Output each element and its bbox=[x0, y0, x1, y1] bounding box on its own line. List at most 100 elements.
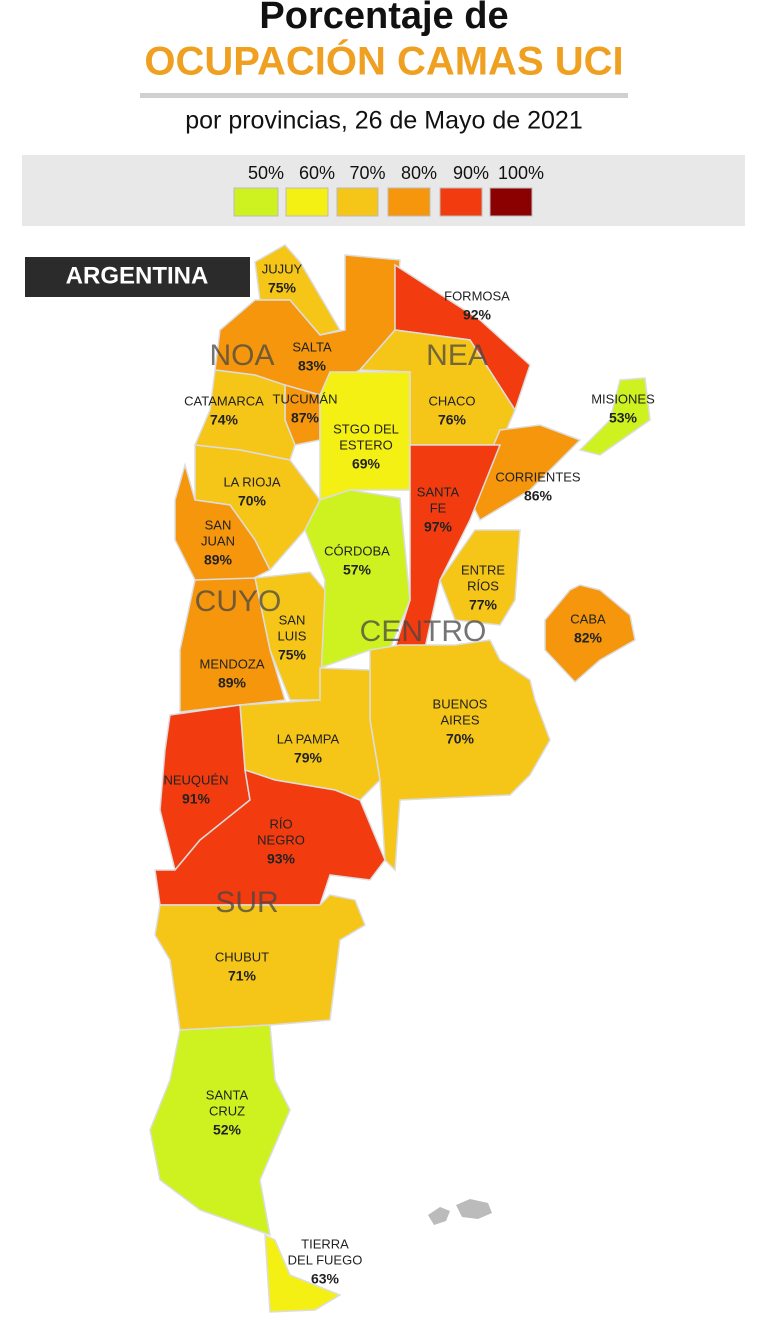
legend-swatch bbox=[489, 187, 533, 217]
country-box bbox=[25, 257, 250, 297]
province-name: CATAMARCA bbox=[184, 393, 264, 408]
province bbox=[578, 377, 651, 456]
province-name: SAN bbox=[279, 612, 306, 627]
province-value: 69% bbox=[352, 456, 381, 472]
province-value: 70% bbox=[446, 731, 475, 747]
province-value: 53% bbox=[609, 410, 638, 426]
region-label: CENTRO bbox=[360, 615, 487, 648]
region-labels: NOA NEA CUYO CENTRO SUR bbox=[195, 339, 488, 919]
legend-box bbox=[22, 155, 745, 226]
country-label: ARGENTINA bbox=[66, 262, 209, 289]
province-name: MISIONES bbox=[591, 391, 655, 406]
province-value: 63% bbox=[311, 1271, 340, 1287]
province bbox=[439, 529, 521, 626]
province-name: SANTA bbox=[417, 484, 460, 499]
province-value: 74% bbox=[210, 412, 239, 428]
legend-label: 100% bbox=[498, 163, 544, 183]
region-label: NEA bbox=[426, 339, 488, 372]
province-value: 75% bbox=[278, 647, 307, 663]
province-name: NEGRO bbox=[257, 832, 305, 847]
province-name: STGO DEL bbox=[333, 421, 399, 436]
province-name: NEUQUÉN bbox=[163, 772, 228, 787]
province-value: 89% bbox=[218, 675, 247, 691]
province bbox=[264, 1233, 342, 1313]
province-value: 79% bbox=[294, 750, 323, 766]
province-name: LUIS bbox=[278, 628, 307, 643]
province-name: RÍO bbox=[269, 816, 292, 831]
province-value: 92% bbox=[463, 307, 492, 323]
province-name: SALTA bbox=[292, 339, 332, 354]
legend-label: 90% bbox=[453, 163, 489, 183]
province-name: LA RIOJA bbox=[223, 474, 280, 489]
province-value: 52% bbox=[213, 1122, 242, 1138]
province-name: BUENOS bbox=[433, 696, 488, 711]
province-value: 82% bbox=[574, 630, 603, 646]
legend-swatch bbox=[336, 187, 379, 217]
legend-label: 60% bbox=[299, 163, 335, 183]
province-value: 76% bbox=[438, 412, 467, 428]
province-name: ESTERO bbox=[339, 437, 392, 452]
region-label: CUYO bbox=[195, 585, 282, 618]
province-value: 87% bbox=[291, 410, 320, 426]
province bbox=[174, 462, 272, 581]
province-name: SANTA bbox=[206, 1087, 249, 1102]
malvinas bbox=[428, 1199, 492, 1225]
province-name: DEL FUEGO bbox=[288, 1252, 363, 1267]
province-name: TIERRA bbox=[301, 1236, 349, 1251]
legend-swatch bbox=[233, 187, 279, 217]
region-label: NOA bbox=[209, 339, 274, 372]
province-value: 83% bbox=[298, 358, 327, 374]
legend-swatch bbox=[439, 187, 483, 217]
province-name: JUJUY bbox=[262, 261, 303, 276]
subtitle: por provincias, 26 de Mayo de 2021 bbox=[185, 107, 582, 135]
province-name: JUAN bbox=[201, 533, 235, 548]
legend-swatch bbox=[285, 187, 329, 217]
province-name: CHUBUT bbox=[215, 949, 269, 964]
province bbox=[154, 768, 386, 906]
province-labels: JUJUY 75% SALTA 83% FORMOSA 92% CHACO 76% MISION… bbox=[163, 261, 655, 1286]
province-name: CHACO bbox=[429, 393, 476, 408]
province-name: LA PAMPA bbox=[277, 731, 340, 746]
province-name: FE bbox=[430, 500, 447, 515]
province-value: 71% bbox=[228, 968, 257, 984]
legend-label: 70% bbox=[349, 163, 385, 183]
title: Porcentaje de bbox=[259, 0, 508, 37]
province-name: FORMOSA bbox=[444, 288, 510, 303]
province-value: 86% bbox=[524, 488, 553, 504]
legend-label: 80% bbox=[401, 163, 437, 183]
province-name: CÓRDOBA bbox=[324, 543, 390, 558]
title-highlight: OCUPACIÓN CAMAS UCI bbox=[144, 38, 623, 84]
region-label: SUR bbox=[215, 886, 278, 919]
province-name: CRUZ bbox=[209, 1103, 245, 1118]
province bbox=[154, 894, 366, 1031]
province-name: RÍOS bbox=[467, 578, 499, 593]
title-rule bbox=[140, 93, 628, 98]
province-name: CORRIENTES bbox=[495, 469, 581, 484]
province bbox=[149, 1024, 291, 1237]
province-value: 91% bbox=[182, 791, 211, 807]
legend-label: 50% bbox=[248, 163, 284, 183]
map: JUJUY 75% SALTA 83% FORMOSA 92% CHACO 76% MISION… bbox=[149, 244, 655, 1313]
province bbox=[179, 577, 286, 713]
province bbox=[369, 639, 551, 872]
legend: 50% 60% 70% 80% 90% 100% bbox=[233, 163, 544, 217]
province-name: TUCUMÁN bbox=[273, 391, 338, 406]
province-name: ENTRE bbox=[461, 562, 505, 577]
province-value: 77% bbox=[469, 597, 498, 613]
province-value: 70% bbox=[238, 493, 267, 509]
province-shapes bbox=[149, 244, 651, 1313]
province bbox=[193, 369, 296, 461]
province-name: CABA bbox=[570, 611, 606, 626]
province-name: MENDOZA bbox=[200, 656, 265, 671]
province-value: 93% bbox=[267, 851, 296, 867]
province bbox=[544, 584, 636, 684]
island bbox=[428, 1199, 492, 1225]
legend-swatch bbox=[387, 187, 431, 217]
province-value: 57% bbox=[343, 562, 372, 578]
province-name: AIRES bbox=[440, 712, 479, 727]
province-value: 97% bbox=[424, 519, 453, 535]
province-value: 75% bbox=[268, 280, 297, 296]
province-value: 89% bbox=[204, 552, 233, 568]
